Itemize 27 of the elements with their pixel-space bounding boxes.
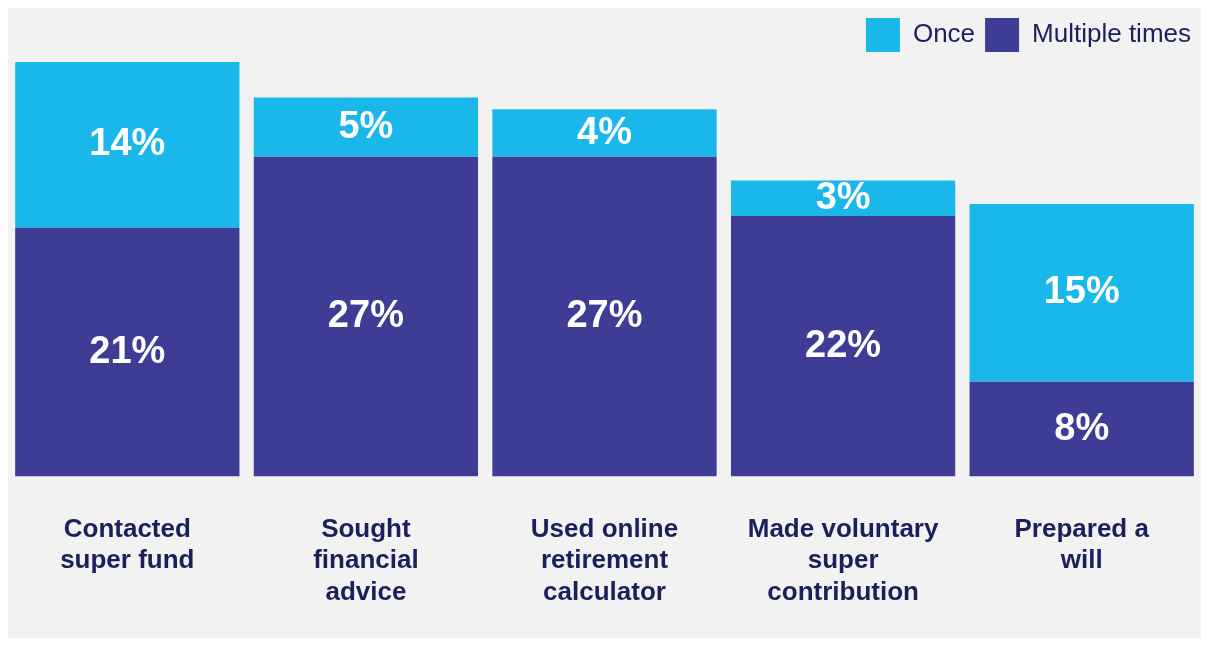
bar xyxy=(15,62,240,228)
bar xyxy=(969,381,1194,477)
x-tick-label: Prepared a will xyxy=(1014,513,1150,575)
bar xyxy=(969,204,1194,382)
data-label: 21% xyxy=(89,328,166,371)
x-tick-label: Used online retirement calculator xyxy=(530,513,679,606)
legend-label: Once xyxy=(912,18,976,49)
data-label: 15% xyxy=(1043,269,1120,312)
x-tick-label: Sought financial advice xyxy=(313,513,419,606)
data-label: 22% xyxy=(805,322,882,365)
bar xyxy=(15,227,240,477)
bar xyxy=(253,156,479,477)
bar xyxy=(730,180,956,216)
x-tick-label: Contacted super fund xyxy=(60,513,195,575)
data-label: 3% xyxy=(815,174,871,217)
x-tick-label: Made voluntary super contribution xyxy=(747,513,939,606)
bar xyxy=(492,109,717,157)
data-label: 4% xyxy=(577,109,632,152)
bar xyxy=(492,156,717,477)
data-label: 8% xyxy=(1054,405,1110,448)
bar xyxy=(730,215,956,477)
data-label: 27% xyxy=(327,293,404,336)
data-label: 5% xyxy=(338,103,394,146)
data-label: 14% xyxy=(89,121,166,164)
legend-label: Multiple times xyxy=(1032,18,1191,49)
bar xyxy=(253,97,479,157)
data-label: 27% xyxy=(566,293,643,336)
